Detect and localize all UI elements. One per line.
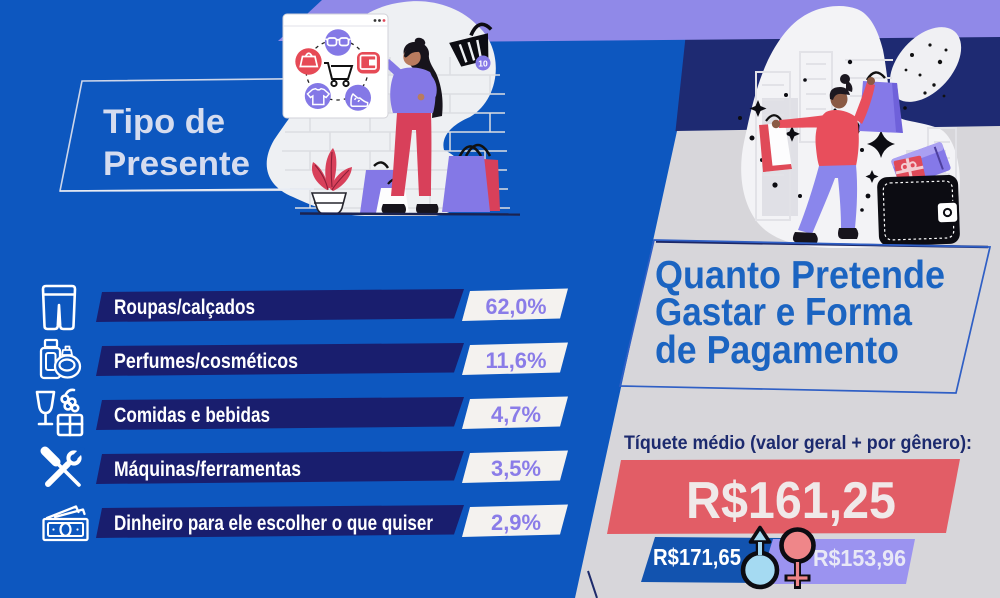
svg-text:Tipo de: Tipo de xyxy=(103,103,225,141)
svg-text:10: 10 xyxy=(478,59,488,69)
svg-text:R$171,65: R$171,65 xyxy=(653,544,741,570)
svg-text:2,9%: 2,9% xyxy=(491,510,541,535)
svg-text:Quanto Pretende: Quanto Pretende xyxy=(655,254,945,297)
svg-text:Tíquete médio (valor geral + p: Tíquete médio (valor geral + por gênero)… xyxy=(624,432,972,454)
svg-text:de Pagamento: de Pagamento xyxy=(655,329,899,372)
svg-text:3,5%: 3,5% xyxy=(491,456,541,481)
svg-text:R$153,96: R$153,96 xyxy=(813,545,906,571)
svg-text:Presente: Presente xyxy=(103,145,250,183)
svg-text:Gastar e Forma: Gastar e Forma xyxy=(655,291,913,334)
svg-text:Roupas/calçados: Roupas/calçados xyxy=(114,295,255,319)
svg-text:R$161,25: R$161,25 xyxy=(686,472,896,530)
svg-text:Dinheiro para ele escolher o q: Dinheiro para ele escolher o que quiser xyxy=(114,511,433,535)
svg-text:Perfumes/cosméticos: Perfumes/cosméticos xyxy=(114,349,298,373)
svg-text:Comidas e bebidas: Comidas e bebidas xyxy=(114,403,270,427)
svg-text:4,7%: 4,7% xyxy=(491,402,541,427)
svg-text:62,0%: 62,0% xyxy=(486,294,547,319)
svg-text:Máquinas/ferramentas: Máquinas/ferramentas xyxy=(114,457,301,481)
svg-text:11,6%: 11,6% xyxy=(486,348,547,373)
